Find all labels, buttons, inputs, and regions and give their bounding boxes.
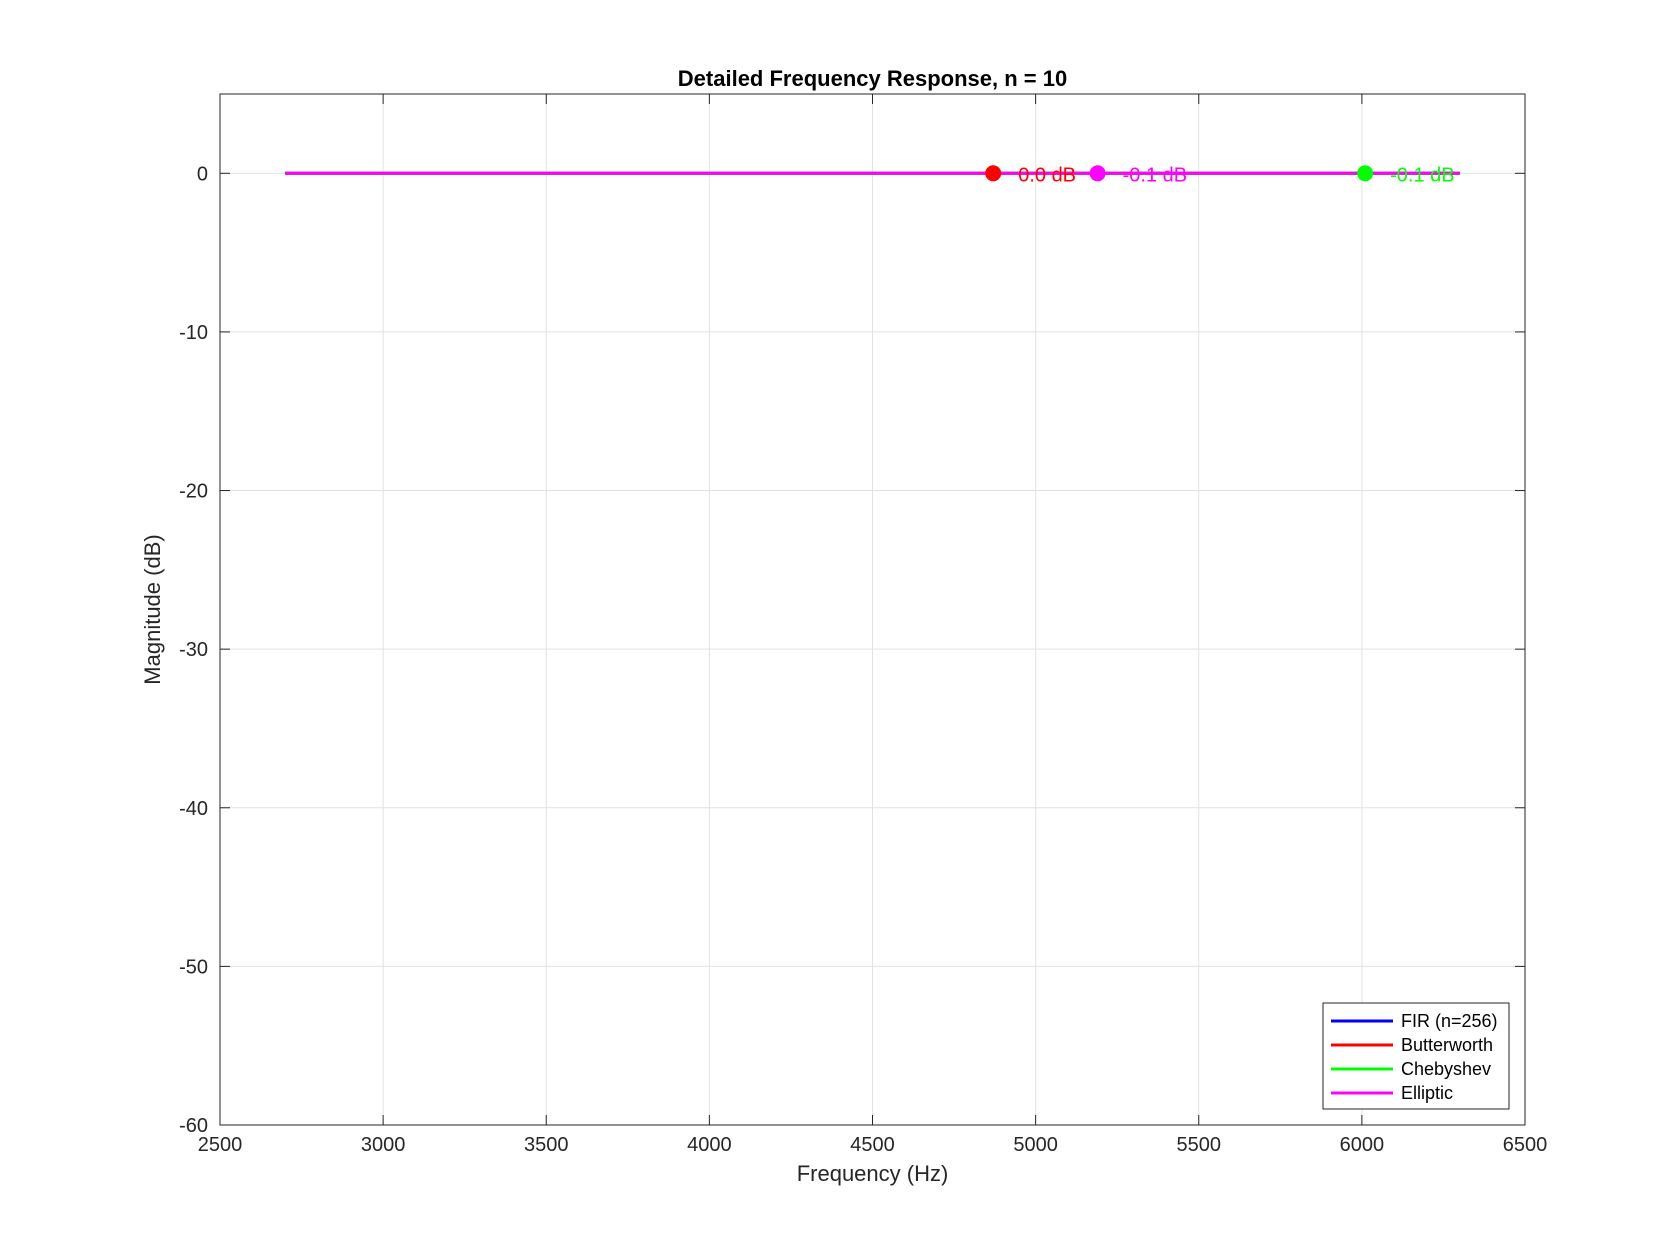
x-axis-title: Frequency (Hz) bbox=[797, 1161, 949, 1186]
y-axis-title: Magnitude (dB) bbox=[140, 534, 165, 684]
x-tick-label: 2500 bbox=[198, 1134, 243, 1156]
plot-area: 2500 3000 3500 4000 4500 5000 5500 6000 6500 -60 -… bbox=[179, 93, 1548, 1156]
annotation-label: -0.1 dB bbox=[1123, 164, 1187, 186]
x-tick-label: 6500 bbox=[1503, 1134, 1548, 1156]
x-tick-label: 3500 bbox=[524, 1134, 569, 1156]
x-tick-label: 5000 bbox=[1013, 1134, 1058, 1156]
y-tick-label: -60 bbox=[179, 1115, 208, 1137]
legend: FIR (n=256) Butterworth Chebyshev Elliptic bbox=[1322, 1002, 1510, 1110]
x-tick-label: 5500 bbox=[1177, 1134, 1222, 1156]
y-tick-label: -50 bbox=[179, 956, 208, 978]
x-tick-label: 3000 bbox=[361, 1134, 406, 1156]
x-tick-label: 4000 bbox=[687, 1134, 732, 1156]
y-tick-label: -40 bbox=[179, 798, 208, 820]
legend-label: Elliptic bbox=[1401, 1083, 1453, 1103]
annotation-marker bbox=[1089, 165, 1106, 182]
annotation-marker bbox=[1357, 165, 1374, 182]
annotation-label: -0.1 dB bbox=[1390, 164, 1454, 186]
legend-label: Chebyshev bbox=[1401, 1059, 1491, 1079]
y-tick-label: -30 bbox=[179, 639, 208, 661]
x-tick-label: 4500 bbox=[850, 1134, 895, 1156]
y-tick-label: -10 bbox=[179, 322, 208, 344]
y-tick-label: 0 bbox=[197, 163, 208, 185]
annotation-label: 0.0 dB bbox=[1018, 164, 1076, 186]
legend-label: Butterworth bbox=[1401, 1035, 1493, 1055]
annotation-marker bbox=[985, 165, 1002, 182]
y-tick-label: -20 bbox=[179, 481, 208, 503]
chart-title: Detailed Frequency Response, n = 10 bbox=[678, 66, 1067, 91]
x-tick-label: 6000 bbox=[1340, 1134, 1385, 1156]
legend-label: FIR (n=256) bbox=[1401, 1011, 1498, 1031]
